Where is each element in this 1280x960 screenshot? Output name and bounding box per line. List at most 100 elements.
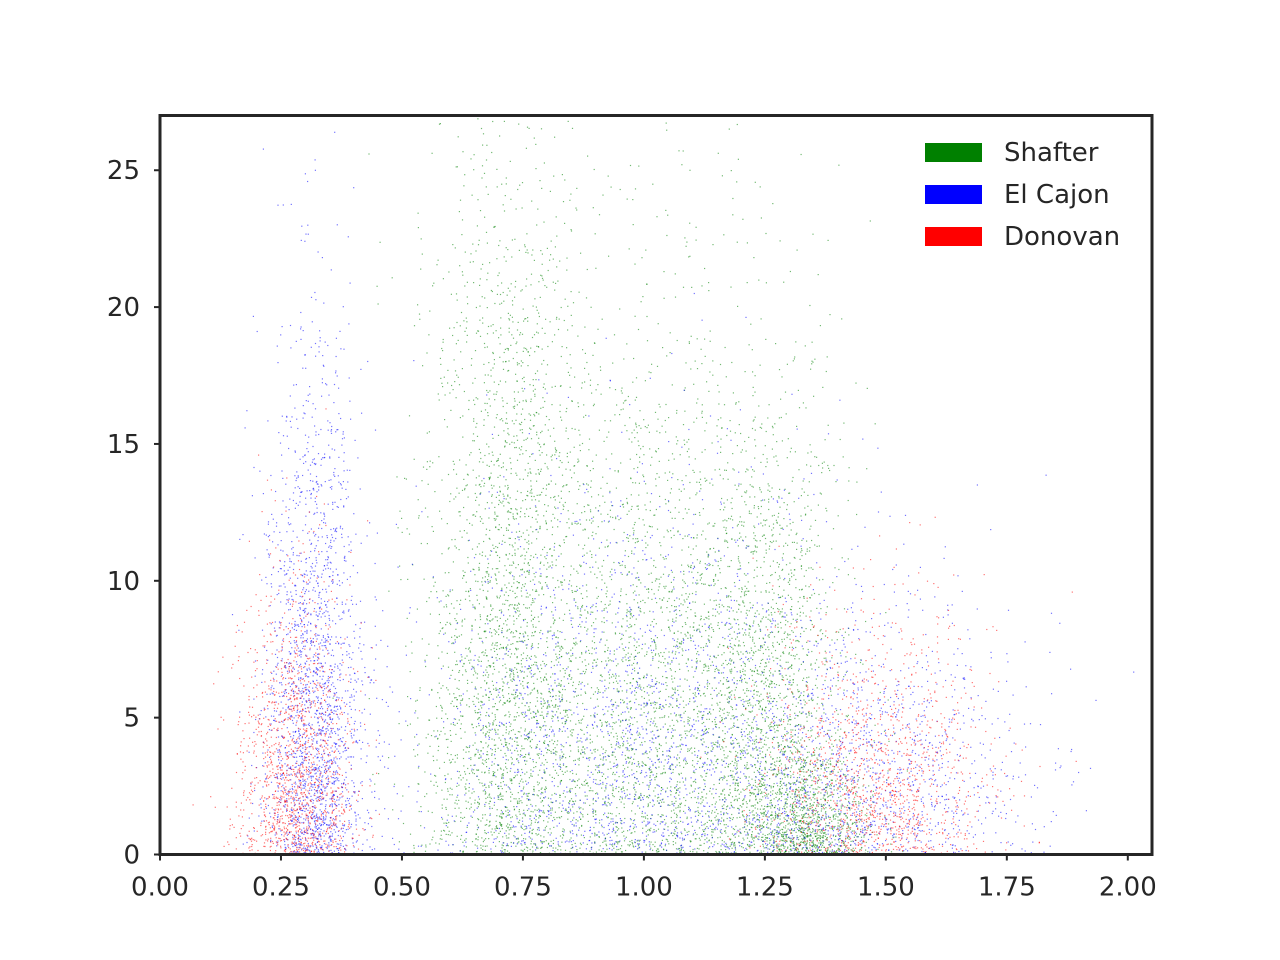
data-point: [549, 321, 551, 323]
data-point: [584, 784, 586, 786]
data-point: [523, 376, 525, 378]
data-point: [568, 609, 571, 611]
data-point: [505, 766, 507, 768]
data-point: [738, 793, 740, 795]
data-point: [532, 305, 534, 307]
data-point: [614, 414, 616, 416]
data-point: [529, 731, 531, 733]
data-point: [555, 451, 557, 453]
data-point: [594, 751, 596, 753]
data-point: [526, 647, 528, 649]
data-point: [726, 609, 728, 611]
data-point: [464, 251, 466, 253]
data-point: [554, 851, 556, 853]
data-point: [491, 619, 493, 621]
data-point: [672, 841, 674, 843]
data-point: [524, 513, 526, 515]
data-point: [597, 689, 600, 691]
data-point: [581, 749, 583, 751]
data-point: [620, 789, 622, 791]
data-point: [621, 690, 623, 692]
data-point: [538, 494, 540, 496]
data-point: [533, 688, 535, 690]
data-point: [508, 833, 510, 835]
data-point: [497, 458, 499, 460]
data-point: [674, 653, 676, 655]
data-point: [553, 816, 555, 819]
data-point: [716, 611, 719, 613]
data-point: [474, 607, 476, 609]
data-point: [531, 336, 534, 339]
data-point: [522, 641, 524, 643]
data-point: [408, 533, 411, 535]
data-point: [554, 619, 556, 621]
data-point: [413, 325, 416, 327]
data-point: [527, 793, 529, 795]
data-point: [575, 657, 577, 659]
data-point: [685, 245, 687, 247]
data-point: [717, 837, 719, 839]
data-point: [569, 374, 571, 376]
data-point: [676, 781, 679, 783]
data-point: [712, 244, 714, 246]
data-point: [542, 660, 544, 662]
data-point: [494, 703, 496, 705]
data-point: [554, 811, 556, 813]
data-point: [450, 761, 452, 763]
data-point: [552, 623, 555, 625]
data-point: [573, 642, 575, 644]
data-point: [720, 793, 722, 795]
data-point: [480, 410, 482, 412]
data-point: [557, 637, 559, 639]
data-point: [735, 851, 737, 854]
data-point: [603, 840, 605, 842]
data-point: [392, 809, 394, 811]
data-point: [539, 527, 541, 529]
data-point: [705, 775, 707, 777]
data-point: [491, 680, 493, 682]
data-point: [486, 346, 488, 348]
data-point: [693, 471, 695, 473]
data-point: [546, 761, 548, 763]
data-point: [656, 800, 659, 802]
data-point: [516, 364, 519, 366]
data-point: [626, 501, 628, 503]
data-point: [573, 824, 575, 826]
data-point: [562, 834, 565, 837]
data-point: [688, 448, 690, 450]
data-point: [550, 676, 552, 678]
data-point: [540, 432, 542, 434]
data-point: [688, 456, 690, 458]
data-point: [517, 792, 519, 794]
data-point: [616, 807, 618, 809]
data-point: [472, 440, 474, 442]
data-point: [686, 450, 688, 453]
data-point: [544, 556, 546, 558]
data-point: [439, 622, 441, 624]
data-point: [651, 526, 653, 528]
data-point: [624, 424, 626, 427]
data-point: [533, 843, 535, 845]
data-point: [711, 834, 713, 836]
data-point: [559, 650, 561, 652]
data-point: [486, 242, 488, 244]
data-point: [593, 826, 595, 829]
data-point: [649, 829, 651, 831]
data-point: [516, 380, 518, 382]
data-point: [458, 807, 460, 809]
data-point: [552, 716, 554, 718]
data-point: [488, 825, 490, 827]
data-point: [595, 389, 597, 391]
data-point: [451, 832, 453, 834]
data-point: [447, 773, 449, 775]
data-point: [428, 597, 430, 599]
data-point: [658, 747, 660, 749]
data-point: [510, 800, 512, 802]
data-point: [534, 631, 536, 633]
data-point: [615, 516, 617, 518]
data-point: [679, 806, 681, 808]
data-point: [557, 774, 559, 776]
data-point: [568, 802, 570, 804]
data-point: [527, 638, 529, 640]
data-point: [628, 510, 630, 512]
